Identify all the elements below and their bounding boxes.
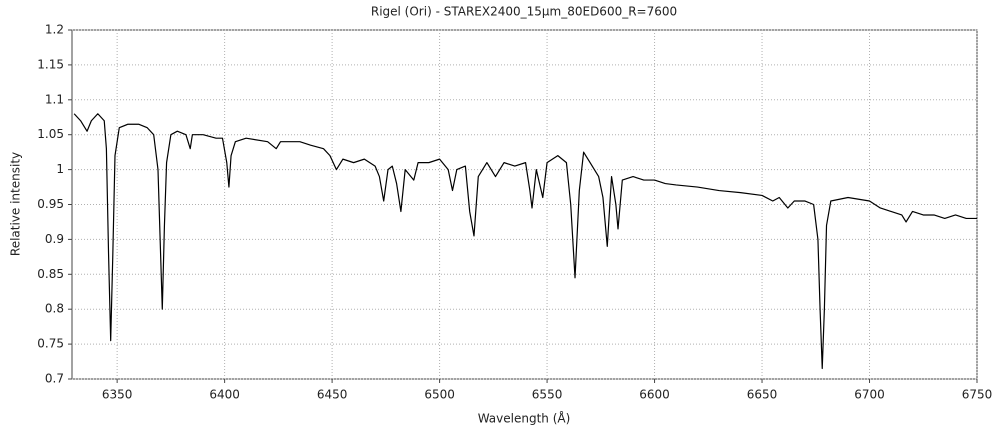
y-tick-label: 1.1 <box>45 92 64 106</box>
y-tick-label: 0.8 <box>45 302 64 316</box>
spectrum-line <box>73 113 977 370</box>
x-axis-label: Wavelength (Å) <box>478 411 571 426</box>
x-tick-label: 6700 <box>854 388 885 402</box>
x-tick-label: 6350 <box>102 388 133 402</box>
x-tick-label: 6500 <box>424 388 455 402</box>
x-tick-label: 6450 <box>317 388 348 402</box>
x-tick-label: 6650 <box>747 388 778 402</box>
y-tick-label: 0.9 <box>45 232 64 246</box>
x-tick-label: 6550 <box>532 388 563 402</box>
y-tick-label: 0.7 <box>45 372 64 386</box>
x-tick-label: 6750 <box>962 388 993 402</box>
y-tick-label: 0.95 <box>37 197 64 211</box>
y-axis-label: Relative intensity <box>9 152 23 256</box>
x-tick-label: 6600 <box>639 388 670 402</box>
y-tick-label: 0.85 <box>37 267 64 281</box>
y-tick-label: 1.15 <box>37 57 64 71</box>
y-tick-label: 1 <box>56 162 64 176</box>
y-tick-label: 1.05 <box>37 127 64 141</box>
y-tick-label: 0.75 <box>37 337 64 351</box>
y-tick-label: 1.2 <box>45 23 64 37</box>
x-tick-label: 6400 <box>209 388 240 402</box>
chart-title: Rigel (Ori) - STAREX2400_15µm_80ED600_R=… <box>371 5 677 19</box>
